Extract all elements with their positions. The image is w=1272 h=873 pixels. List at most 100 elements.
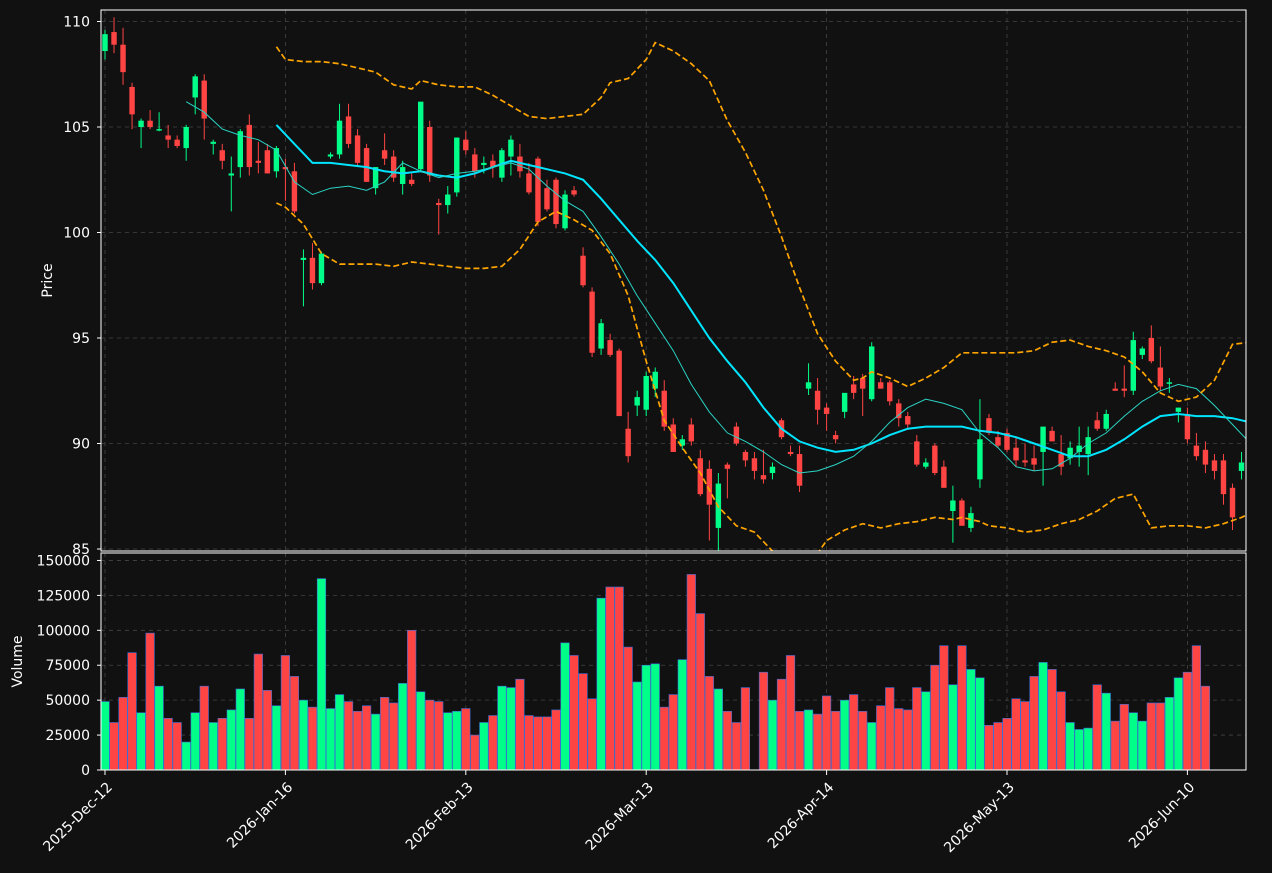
volume-bar — [569, 655, 579, 771]
candle-body — [1094, 420, 1100, 429]
candle-body — [408, 179, 415, 184]
candle-body — [932, 445, 938, 474]
volume-bar — [668, 694, 678, 771]
volume-bar — [253, 653, 263, 771]
candle-body — [823, 407, 830, 414]
candle-body — [526, 173, 532, 193]
volume-bar — [289, 676, 300, 771]
candle-body — [282, 167, 289, 170]
volume-tick-label: 100000 — [37, 623, 90, 639]
volume-bar — [172, 722, 182, 771]
volume-bar — [767, 699, 778, 771]
volume-bar — [740, 687, 751, 771]
candle-body — [1139, 348, 1146, 355]
candle-body — [445, 194, 451, 206]
candle-body — [1202, 449, 1209, 465]
candle-body — [345, 116, 352, 144]
volume-bar — [479, 722, 489, 771]
candle-body — [372, 167, 379, 189]
candle-body — [1157, 367, 1164, 387]
candle-body — [363, 148, 370, 182]
volume-bar — [443, 712, 453, 771]
volume-bar — [343, 701, 354, 771]
price-tick-label: 95 — [72, 331, 90, 347]
volume-bar — [1047, 669, 1057, 771]
candle-body — [769, 466, 776, 474]
volume-bar — [416, 691, 426, 771]
volume-bar — [614, 586, 624, 771]
candle-body — [228, 173, 234, 176]
candle-body — [147, 120, 153, 127]
candle-body — [273, 148, 280, 172]
price-axis-label: Price — [40, 263, 56, 297]
candle-body — [1058, 454, 1064, 467]
price-plot-area — [101, 10, 1246, 551]
candle-body — [1229, 487, 1236, 518]
volume-bar — [325, 708, 336, 771]
candle-body — [661, 390, 667, 427]
candle-body — [625, 428, 631, 457]
volume-bar — [533, 716, 543, 771]
x-tick-label: 2026-Jan-16 — [224, 779, 296, 851]
candle-body — [111, 32, 117, 45]
candle-body — [183, 127, 189, 149]
candle-body — [264, 150, 271, 174]
candle-body — [1085, 437, 1091, 455]
candle-body — [941, 466, 947, 488]
candle-body — [481, 162, 487, 165]
candle-body — [427, 127, 433, 176]
volume-bar — [452, 711, 462, 771]
volume-bar — [867, 722, 877, 771]
candle-body — [463, 139, 469, 151]
x-tick-label: 2026-Mar-13 — [583, 780, 657, 854]
volume-bar — [948, 684, 958, 771]
candle-body — [841, 392, 848, 412]
volume-bar — [380, 697, 390, 771]
candle-body — [1193, 445, 1200, 457]
volume-bar — [542, 716, 552, 771]
candle-body — [1238, 462, 1245, 471]
volume-bar — [1128, 712, 1138, 771]
volume-bar — [930, 664, 940, 771]
volume-bar — [1155, 702, 1165, 771]
candle-body — [688, 424, 695, 442]
volume-bar — [1146, 702, 1156, 771]
volume-bar — [975, 677, 985, 771]
volume-tick-label: 25000 — [45, 728, 90, 744]
volume-bar — [794, 711, 805, 771]
price-tick-label: 105 — [63, 120, 90, 136]
volume-bar — [371, 713, 381, 771]
volume-bar — [506, 687, 516, 771]
candle-body — [616, 350, 622, 417]
candle-body — [1004, 432, 1010, 450]
candle-body — [887, 382, 893, 402]
volume-bar — [758, 671, 769, 771]
candle-body — [814, 390, 821, 410]
candle-body — [580, 255, 586, 286]
candle-body — [1103, 413, 1109, 429]
volume-bar — [208, 722, 218, 771]
volume-bar — [1083, 727, 1093, 771]
candle-body — [589, 291, 595, 353]
volume-bar — [921, 691, 931, 771]
candle-body — [156, 129, 162, 131]
candle-body — [607, 340, 613, 355]
candle-body — [805, 382, 812, 389]
candle-body — [670, 424, 676, 452]
volume-bar — [515, 678, 525, 771]
candle-body — [327, 154, 334, 157]
volume-bar — [803, 709, 814, 771]
candle-body — [787, 451, 794, 455]
volume-bar — [361, 705, 372, 771]
volume-bar — [298, 699, 309, 771]
moving-average-line — [185, 101, 1246, 474]
price-tick-label: 90 — [72, 437, 90, 453]
candle-body — [643, 375, 649, 410]
volume-bar — [1074, 729, 1084, 771]
volume-bar — [1119, 704, 1129, 771]
volume-bar — [1011, 698, 1021, 771]
volume-bar — [551, 709, 561, 771]
price-tick-label: 85 — [72, 542, 90, 558]
candle-body — [1211, 460, 1218, 471]
candle-body — [381, 150, 388, 159]
